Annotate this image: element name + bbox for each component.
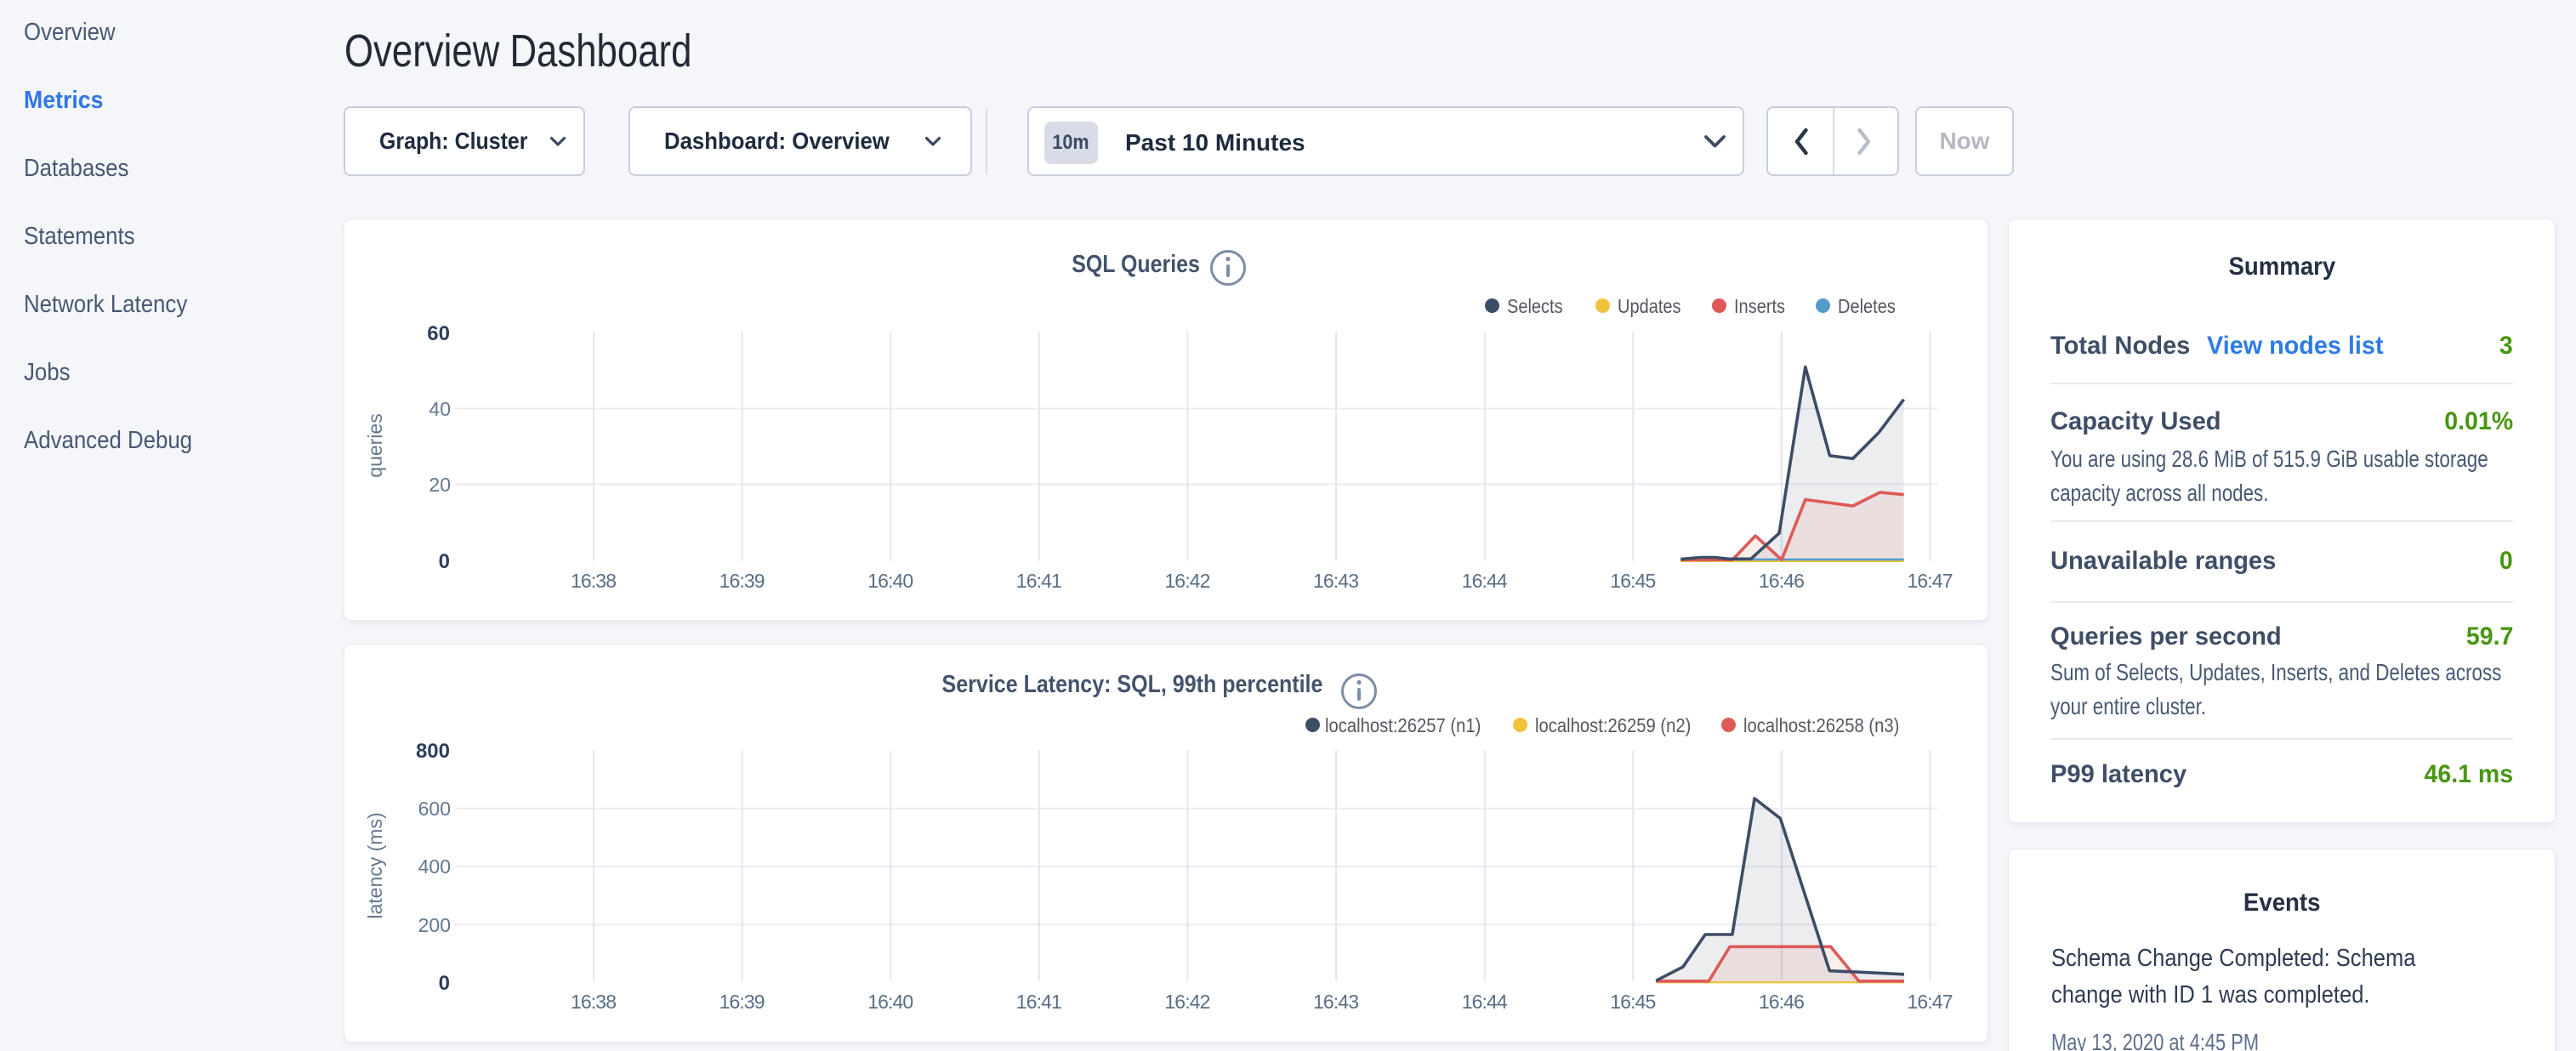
svg-text:200: 200 — [418, 914, 451, 936]
svg-text:800: 800 — [416, 740, 450, 763]
svg-text:16:38: 16:38 — [571, 570, 617, 592]
svg-text:16:44: 16:44 — [1462, 570, 1508, 592]
svg-text:16:45: 16:45 — [1610, 991, 1656, 1013]
svg-text:16:42: 16:42 — [1164, 991, 1210, 1013]
svg-text:16:38: 16:38 — [571, 991, 617, 1013]
svg-text:16:47: 16:47 — [1908, 570, 1953, 592]
svg-text:16:40: 16:40 — [867, 570, 913, 592]
svg-text:40: 40 — [429, 398, 451, 420]
svg-text:16:47: 16:47 — [1908, 991, 1953, 1013]
svg-text:16:39: 16:39 — [719, 570, 765, 592]
svg-text:16:43: 16:43 — [1313, 570, 1359, 592]
svg-text:60: 60 — [427, 322, 450, 345]
svg-text:16:41: 16:41 — [1016, 991, 1062, 1013]
svg-text:16:42: 16:42 — [1164, 570, 1210, 592]
svg-text:16:40: 16:40 — [867, 991, 913, 1013]
svg-text:16:44: 16:44 — [1462, 991, 1508, 1013]
svg-text:600: 600 — [418, 798, 451, 820]
svg-text:16:45: 16:45 — [1610, 570, 1656, 592]
svg-text:0: 0 — [439, 972, 450, 995]
svg-text:400: 400 — [418, 855, 451, 878]
svg-text:queries: queries — [364, 413, 386, 477]
svg-text:16:46: 16:46 — [1759, 570, 1805, 592]
svg-text:0: 0 — [439, 550, 450, 573]
svg-text:latency (ms): latency (ms) — [364, 812, 386, 918]
svg-text:16:46: 16:46 — [1759, 991, 1805, 1013]
svg-text:20: 20 — [429, 474, 451, 496]
svg-text:16:41: 16:41 — [1016, 570, 1062, 592]
svg-text:16:43: 16:43 — [1313, 991, 1359, 1013]
svg-text:16:39: 16:39 — [719, 991, 765, 1013]
